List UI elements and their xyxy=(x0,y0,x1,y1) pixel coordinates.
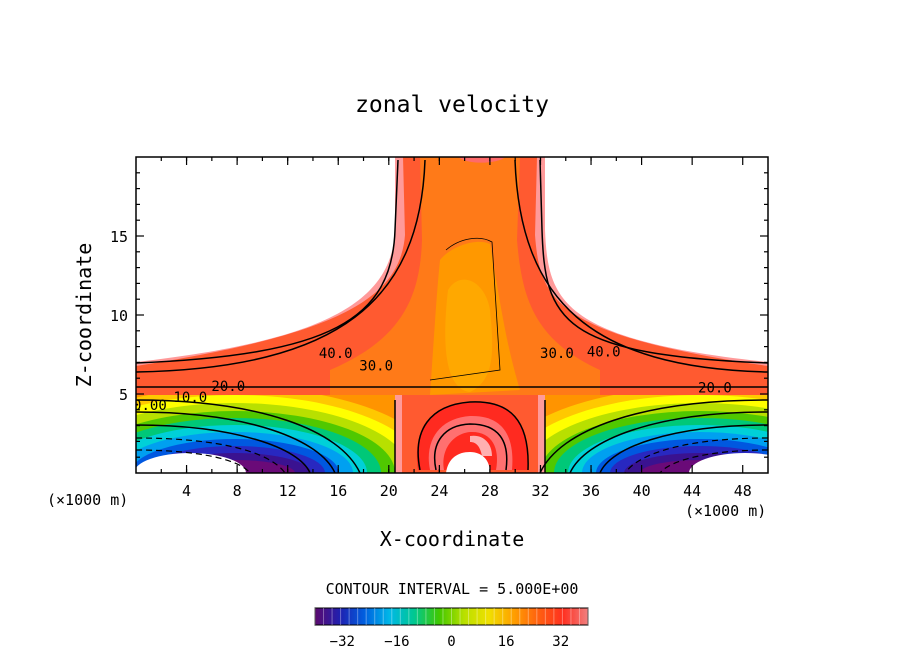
x-tick-labels: 4 8 12 16 20 24 28 32 36 40 44 48 xyxy=(182,482,752,500)
x-tick-label: 44 xyxy=(683,482,701,500)
x-tick-label: 8 xyxy=(233,482,242,500)
x-tick-label: 40 xyxy=(633,482,651,500)
colorbar-tick-label: 16 xyxy=(498,634,515,650)
contour-interval-text: CONTOUR INTERVAL = 5.000E+00 xyxy=(326,580,579,598)
contour-line-30-right xyxy=(514,159,768,373)
left-lobe xyxy=(136,387,440,473)
central-stem xyxy=(136,157,768,473)
colorbar-tick-label: −32 xyxy=(330,634,355,650)
contour-lines xyxy=(136,159,768,473)
colorbar-fill xyxy=(314,607,589,626)
contour-label: 20.0 xyxy=(698,381,732,397)
contour-label: 40.0 xyxy=(587,344,621,360)
y-tick-labels: 5 10 15 xyxy=(110,228,128,404)
x-tick-label: 36 xyxy=(582,482,600,500)
colorbar-tick-labels: −32 −16 0 16 32 xyxy=(330,634,569,650)
colorbar-tick-label: 32 xyxy=(552,634,569,650)
contour-label: 30.0 xyxy=(540,346,574,362)
contour-label: 0.00 xyxy=(133,398,167,414)
colorbar-lines xyxy=(314,608,589,625)
colorbar-tick-label: −16 xyxy=(384,634,409,650)
x-tick-label: 12 xyxy=(279,482,297,500)
x-tick-label: 4 xyxy=(182,482,191,500)
x-tick-label: 32 xyxy=(531,482,549,500)
x-tick-label: 16 xyxy=(329,482,347,500)
contour-label: 20.0 xyxy=(211,379,245,395)
y-axis-label: Z-coordinate xyxy=(72,243,96,388)
contour-line-knot xyxy=(417,401,529,471)
x-unit-left: (×1000 m) xyxy=(47,491,128,509)
contour-lines-dashed xyxy=(136,437,768,473)
y-tick-label: 5 xyxy=(119,386,128,404)
x-tick-label: 48 xyxy=(734,482,752,500)
contour-line-40-right xyxy=(539,159,768,364)
x-tick-label: 24 xyxy=(430,482,448,500)
x-axis-label: X-coordinate xyxy=(380,527,525,551)
colorbar-tick-label: 0 xyxy=(447,634,455,650)
contour-line-30-left xyxy=(136,159,426,373)
chart-title: zonal velocity xyxy=(355,92,549,118)
x-unit-right: (×1000 m) xyxy=(685,502,766,520)
contour-label: 10.0 xyxy=(173,390,207,406)
contour-line-right-lobe xyxy=(539,399,768,473)
contour-label: 30.0 xyxy=(359,359,393,375)
y-tick-label: 15 xyxy=(110,228,128,246)
contour-line-20-inner xyxy=(394,400,546,473)
y-tick-label: 10 xyxy=(110,307,128,325)
colorbar: −32 −16 0 16 32 xyxy=(314,607,589,650)
contour-label: 40.0 xyxy=(319,346,353,362)
contour-line-40-left xyxy=(136,159,399,364)
axis-ticks xyxy=(136,157,768,473)
x-tick-label: 28 xyxy=(481,482,499,500)
x-tick-label: 20 xyxy=(380,482,398,500)
contour-line-left-lobe xyxy=(136,399,361,473)
